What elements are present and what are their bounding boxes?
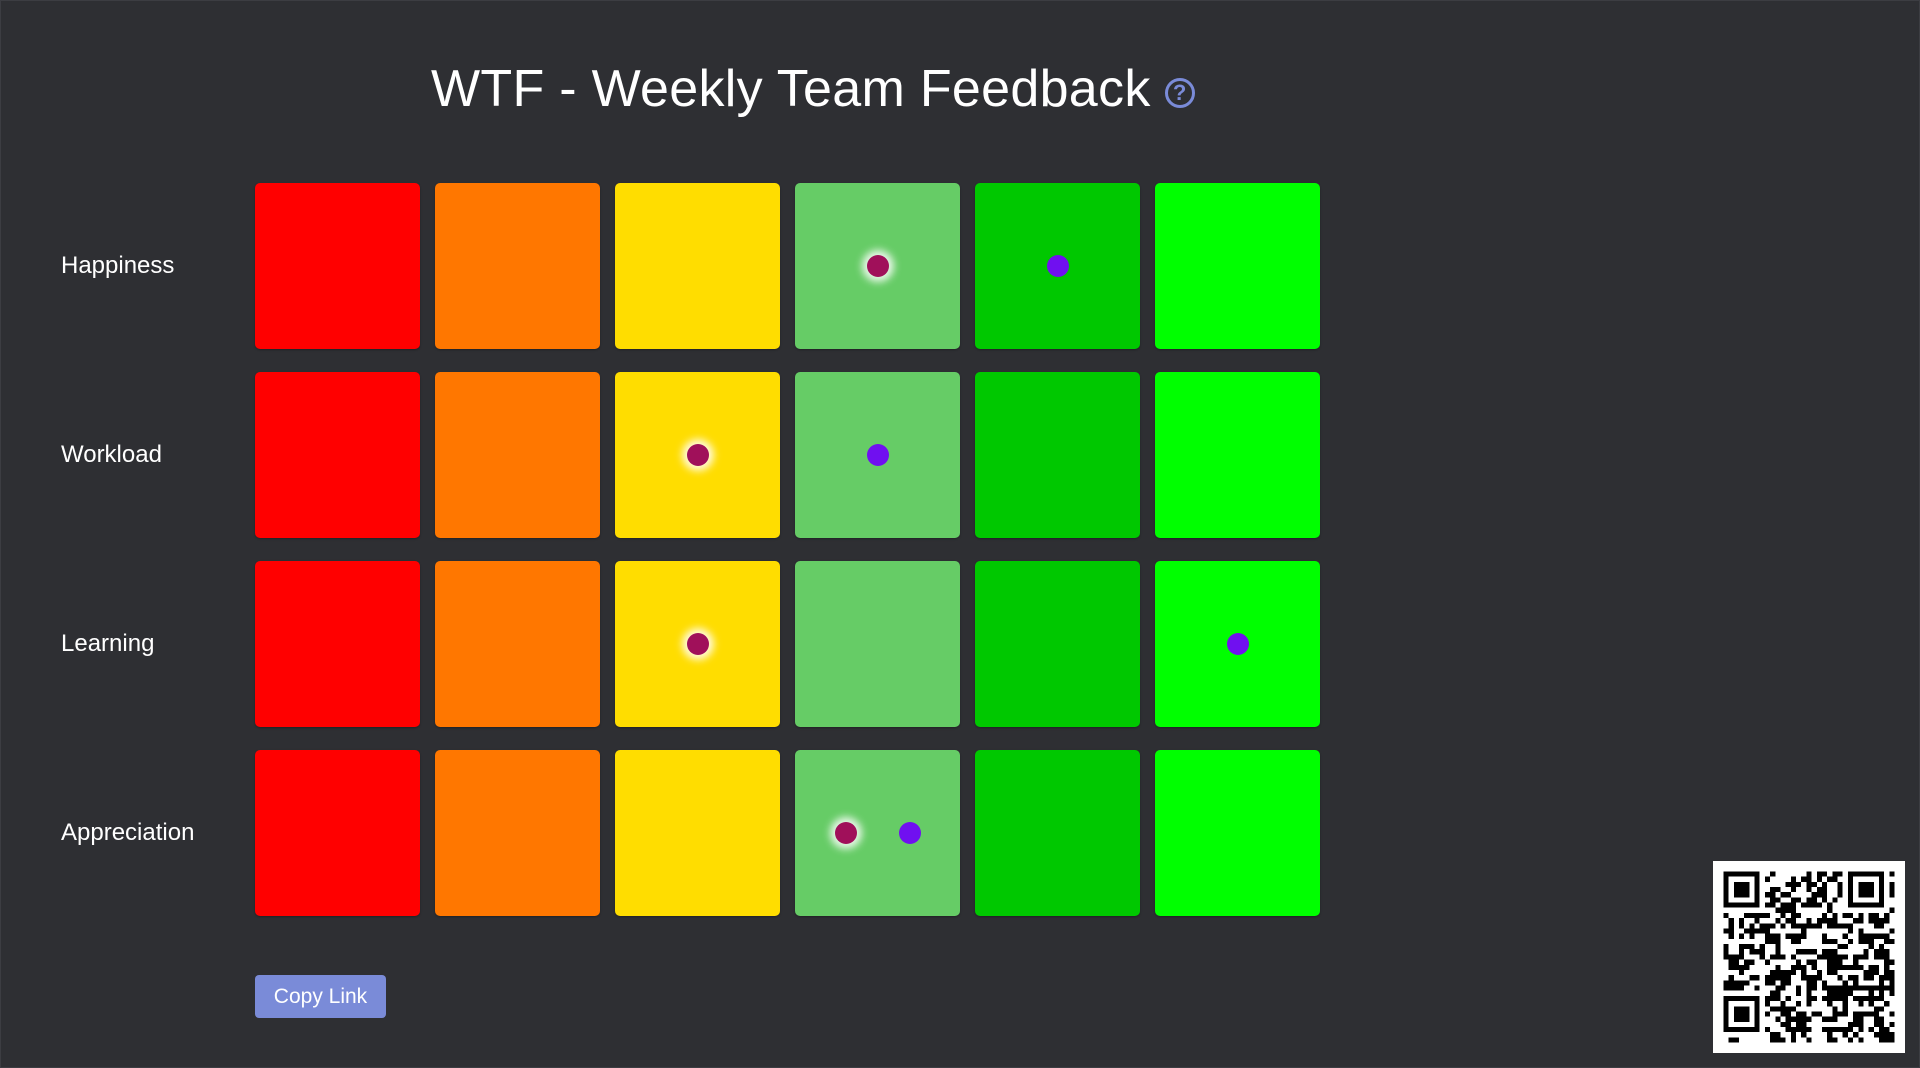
rating-cell-2[interactable] — [435, 183, 600, 349]
team-vote-dot — [898, 822, 921, 844]
row-label: Learning — [61, 630, 155, 657]
rating-cell-5[interactable] — [975, 183, 1140, 349]
rating-cell-3[interactable] — [615, 750, 780, 916]
rating-cell-1[interactable] — [255, 750, 420, 916]
rating-cell-5[interactable] — [975, 372, 1140, 538]
my-vote-dot — [686, 444, 709, 466]
my-vote-dot — [834, 822, 857, 844]
title-row: WTF - Weekly Team Feedback ? — [431, 59, 1195, 119]
rating-cell-4[interactable] — [795, 750, 960, 916]
copy-link-button[interactable]: Copy Link — [255, 975, 386, 1018]
help-icon[interactable]: ? — [1164, 78, 1195, 108]
my-vote-dot — [686, 633, 709, 655]
rating-cell-2[interactable] — [435, 561, 600, 727]
rating-cell-6[interactable] — [1155, 561, 1320, 727]
my-vote-dot — [866, 255, 889, 277]
rating-cell-3[interactable] — [615, 372, 780, 538]
page-title: WTF - Weekly Team Feedback — [431, 60, 1151, 118]
rating-cells — [255, 372, 1320, 538]
row-label: Happiness — [61, 252, 175, 279]
rating-cell-1[interactable] — [255, 183, 420, 349]
rating-cells — [255, 561, 1320, 727]
rating-cell-6[interactable] — [1155, 183, 1320, 349]
rating-cell-6[interactable] — [1155, 750, 1320, 916]
qr-code-icon — [1713, 861, 1905, 1053]
rating-cells — [255, 750, 1320, 916]
rating-cell-5[interactable] — [975, 561, 1140, 727]
row-label: Appreciation — [61, 819, 195, 846]
rating-cell-2[interactable] — [435, 372, 600, 538]
rating-cell-1[interactable] — [255, 561, 420, 727]
rating-cell-5[interactable] — [975, 750, 1140, 916]
rating-cell-6[interactable] — [1155, 372, 1320, 538]
team-vote-dot — [1226, 633, 1249, 655]
row-label: Workload — [61, 441, 162, 468]
rating-cell-4[interactable] — [795, 183, 960, 349]
rating-cell-2[interactable] — [435, 750, 600, 916]
rating-cell-3[interactable] — [615, 561, 780, 727]
rating-cell-4[interactable] — [795, 561, 960, 727]
rating-cells — [255, 183, 1320, 349]
rating-cell-4[interactable] — [795, 372, 960, 538]
rating-cell-1[interactable] — [255, 372, 420, 538]
team-vote-dot — [1046, 255, 1069, 277]
team-vote-dot — [866, 444, 889, 466]
rating-cell-3[interactable] — [615, 183, 780, 349]
